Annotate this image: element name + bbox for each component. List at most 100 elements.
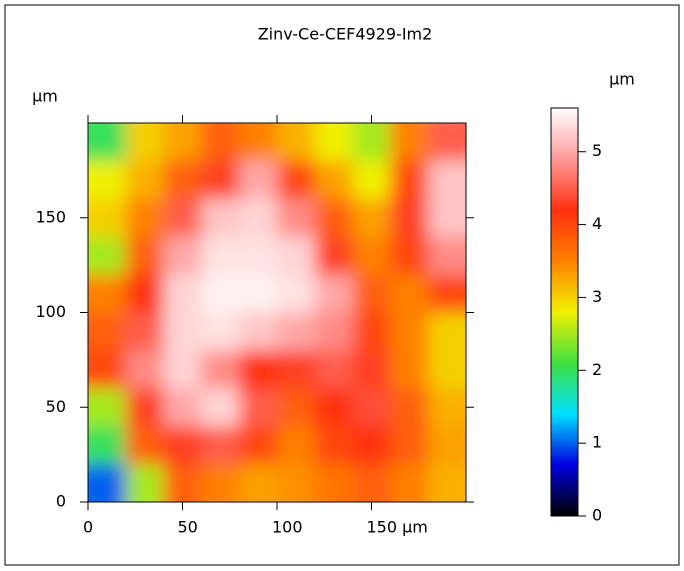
heat-cell	[314, 312, 354, 352]
heat-cell	[314, 123, 354, 162]
heat-cell	[277, 388, 316, 428]
heat-cell	[352, 123, 392, 162]
heat-cell	[125, 464, 165, 502]
heat-cell	[239, 123, 278, 162]
heat-cell	[314, 350, 354, 390]
heat-cell	[88, 236, 127, 276]
colorbar-tick-label: 5	[592, 141, 602, 160]
heat-cell	[390, 464, 430, 502]
heat-cell	[201, 236, 241, 276]
heat-cell	[352, 198, 392, 238]
heat-cell	[201, 426, 241, 466]
heat-cell	[390, 426, 430, 466]
heat-cell	[239, 236, 278, 276]
heat-cell	[125, 350, 165, 390]
heat-cell	[163, 198, 203, 238]
heat-cell	[88, 160, 127, 200]
heat-cell	[201, 123, 241, 162]
colorbar-label: µm	[609, 70, 635, 89]
heat-cell	[163, 312, 203, 352]
colorbar-tick-label: 2	[592, 360, 602, 379]
heat-cell	[163, 160, 203, 200]
heat-cell	[277, 160, 316, 200]
heat-cell	[390, 123, 430, 162]
heat-cell	[428, 198, 466, 238]
heat-cell	[390, 350, 430, 390]
heat-cell	[390, 274, 430, 314]
heat-cell	[88, 388, 127, 428]
heat-cell	[428, 350, 466, 390]
heat-cell	[390, 160, 430, 200]
y-tick-label: 150	[35, 207, 66, 226]
y-tick-label: 100	[35, 302, 66, 321]
heat-cell	[277, 426, 316, 466]
heat-cell	[239, 160, 278, 200]
heat-cell	[352, 160, 392, 200]
heat-cell	[163, 464, 203, 502]
heatmap-cells	[88, 123, 466, 502]
heat-cell	[314, 388, 354, 428]
frame	[4, 4, 680, 566]
heat-cell	[239, 464, 278, 502]
heat-cell	[163, 274, 203, 314]
heat-cell	[428, 236, 466, 276]
colorbar-tick-label: 0	[592, 506, 602, 525]
heat-cell	[88, 198, 127, 238]
heat-cell	[277, 464, 316, 502]
heat-cell	[277, 312, 316, 352]
heat-cell	[277, 123, 316, 162]
colorbar-tick-label: 4	[592, 214, 602, 233]
heat-cell	[88, 274, 127, 314]
x-tick-label: 0	[83, 518, 93, 537]
heatmap	[88, 123, 466, 502]
colorbar	[550, 107, 579, 517]
heat-cell	[428, 312, 466, 352]
heat-cell	[201, 312, 241, 352]
heat-cell	[163, 388, 203, 428]
heat-cell	[88, 350, 127, 390]
heat-cell	[277, 198, 316, 238]
heat-cell	[125, 274, 165, 314]
heat-cell	[163, 236, 203, 276]
heat-cell	[314, 198, 354, 238]
heat-cell	[314, 274, 354, 314]
heat-cell	[201, 464, 241, 502]
heat-cell	[352, 274, 392, 314]
heat-cell	[314, 160, 354, 200]
heat-cell	[125, 198, 165, 238]
heat-cell	[239, 274, 278, 314]
heat-cell	[163, 123, 203, 162]
heat-cell	[277, 236, 316, 276]
heat-cell	[239, 312, 278, 352]
heat-cell	[352, 464, 392, 502]
heat-cell	[428, 464, 466, 502]
heat-cell	[125, 388, 165, 428]
heat-cell	[390, 198, 430, 238]
heat-cell	[125, 123, 165, 162]
heat-cell	[88, 426, 127, 466]
heat-cell	[88, 464, 127, 502]
heat-cell	[201, 388, 241, 428]
heat-cell	[277, 350, 316, 390]
heat-cell	[201, 350, 241, 390]
y-tick-label: 50	[46, 397, 66, 416]
heat-cell	[163, 426, 203, 466]
heat-cell	[352, 312, 392, 352]
heat-cell	[314, 236, 354, 276]
heat-cell	[125, 236, 165, 276]
heat-cell	[390, 388, 430, 428]
chart-title: Zinv-Ce-CEF4929-Im2	[258, 25, 433, 44]
heat-cell	[239, 198, 278, 238]
colorbar-tick-label: 1	[592, 433, 602, 452]
heat-cell	[428, 274, 466, 314]
x-tick-label: 100	[272, 518, 303, 537]
heat-cell	[352, 236, 392, 276]
heat-cell	[352, 388, 392, 428]
heat-cell	[239, 388, 278, 428]
heat-cell	[428, 388, 466, 428]
heat-cell	[314, 426, 354, 466]
heat-cell	[125, 160, 165, 200]
heat-cell	[390, 236, 430, 276]
y-tick-label: 0	[56, 492, 66, 511]
